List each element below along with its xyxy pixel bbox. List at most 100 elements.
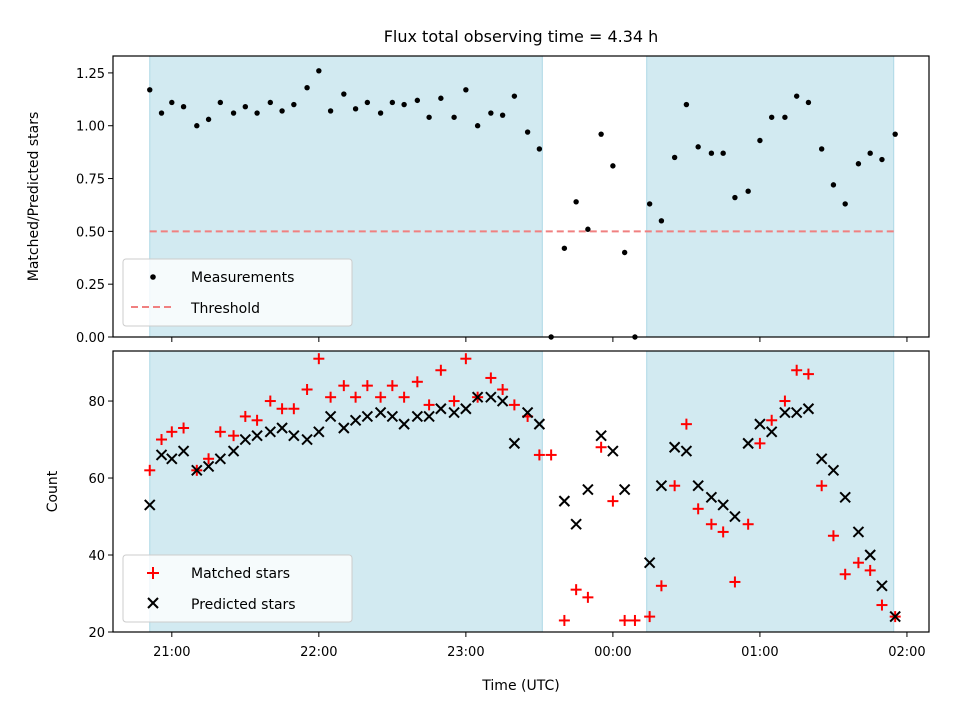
measurement-point — [279, 108, 285, 114]
predicted-stars-points — [144, 391, 901, 623]
measurement-point — [708, 150, 715, 156]
measurement-point — [474, 123, 481, 129]
x-stroke-b — [361, 410, 374, 423]
matched-star-point — [816, 480, 828, 492]
predicted-star-point — [214, 453, 227, 465]
predicted-star-point — [423, 410, 435, 423]
matched-star-point — [852, 557, 864, 569]
top-panel: 0.00 0.25 0.50 0.75 1.00 1.25 Matched/Predict… — [26, 55, 930, 346]
measurement-point — [524, 129, 531, 135]
predicted-star-point — [839, 491, 851, 503]
predicted-star-point — [729, 510, 741, 523]
measurement-point — [511, 93, 518, 99]
predicted-star-point — [239, 433, 252, 446]
y-tick-label: 60 — [88, 472, 105, 487]
measurement-point — [598, 131, 604, 137]
predicted-star-point — [460, 403, 472, 415]
shaded-band-1 — [646, 55, 895, 338]
x-stroke-b — [411, 410, 424, 423]
measurement-point — [782, 114, 788, 120]
top-axes-frame — [112, 55, 930, 338]
measurement-point — [830, 182, 837, 188]
x-stroke-b — [435, 403, 447, 415]
y-tick-label: 0.50 — [76, 225, 105, 240]
measurement-point — [805, 99, 812, 106]
measurement-point — [401, 101, 407, 108]
matched-star-point — [338, 380, 350, 392]
measurement-point — [377, 110, 384, 116]
matched-star-point — [144, 464, 156, 476]
predicted-star-point — [607, 445, 619, 457]
matched-star-point — [669, 480, 681, 492]
x-tick-label: 22:00 — [300, 645, 337, 660]
matched-star-point — [166, 426, 178, 438]
predicted-star-point — [508, 437, 521, 450]
predicted-star-point — [349, 414, 362, 426]
measurement-point — [169, 99, 175, 106]
matched-star-point — [729, 576, 741, 588]
matched-star-point — [876, 599, 888, 611]
predicted-star-point — [533, 418, 546, 430]
x-tick-label: 02:00 — [888, 645, 925, 660]
x-stroke-b — [692, 480, 704, 492]
matched-star-point — [203, 453, 215, 465]
matched-star-point — [460, 353, 472, 365]
matched-star-point — [607, 495, 619, 507]
measurement-point — [438, 95, 444, 101]
matched-star-point — [239, 410, 251, 422]
predicted-star-point — [411, 410, 424, 423]
top-legend: Measurements Threshold — [122, 258, 353, 327]
x-stroke-b — [655, 480, 668, 492]
predicted-star-point — [496, 395, 509, 407]
matched-star-point — [214, 426, 226, 438]
predicted-star-point — [251, 429, 263, 442]
matched-star-point — [864, 564, 876, 576]
matched-star-point — [595, 441, 607, 453]
y-tick-label: 1.00 — [76, 120, 105, 135]
predicted-star-point — [742, 437, 754, 450]
x-stroke-b — [313, 426, 325, 438]
x-stroke-b — [448, 406, 460, 419]
matched-star-point — [411, 376, 423, 388]
x-tick-label: 23:00 — [447, 645, 484, 660]
matched-star-point — [629, 614, 641, 626]
predicted-star-point — [582, 483, 594, 496]
y-tick-label: 40 — [88, 549, 105, 564]
x-stroke-b — [374, 406, 387, 419]
x-stroke-b — [521, 406, 534, 419]
matched-star-point — [435, 364, 447, 376]
matched-star-point — [705, 518, 717, 530]
predicted-star-point — [618, 483, 631, 496]
bottom-y-ticks: 20 40 60 80 — [88, 395, 113, 641]
measurement-point — [621, 249, 628, 256]
x-stroke-b — [202, 460, 215, 473]
x-stroke-b — [668, 441, 681, 453]
x-stroke-b — [508, 437, 521, 450]
predicted-star-point — [471, 391, 484, 403]
matched-star-point — [251, 414, 263, 426]
bottom-axes-frame — [112, 350, 930, 633]
x-stroke-b — [839, 491, 851, 503]
legend-measurements-label: Measurements — [191, 270, 294, 286]
measurement-point — [316, 68, 322, 74]
top-legend-box — [122, 258, 353, 327]
predicted-star-point — [876, 580, 888, 592]
measurement-point — [451, 114, 457, 120]
legend-predicted-label: Predicted stars — [191, 597, 296, 613]
matched-star-point — [827, 530, 839, 542]
legend-matched-label: Matched stars — [191, 566, 290, 582]
legend-matched-marker — [147, 567, 159, 579]
x-tick-label: 01:00 — [741, 645, 778, 660]
measurement-point — [352, 106, 359, 112]
predicted-star-point — [485, 391, 497, 403]
top-y-axis-label: Matched/Predicted stars — [26, 112, 42, 282]
matched-star-point — [680, 418, 692, 430]
measurement-point — [671, 154, 678, 161]
matched-star-point — [644, 611, 656, 623]
measurement-point — [879, 156, 885, 163]
predicted-star-point — [692, 480, 704, 492]
predicted-star-point — [827, 464, 840, 477]
measurement-point — [341, 91, 347, 97]
